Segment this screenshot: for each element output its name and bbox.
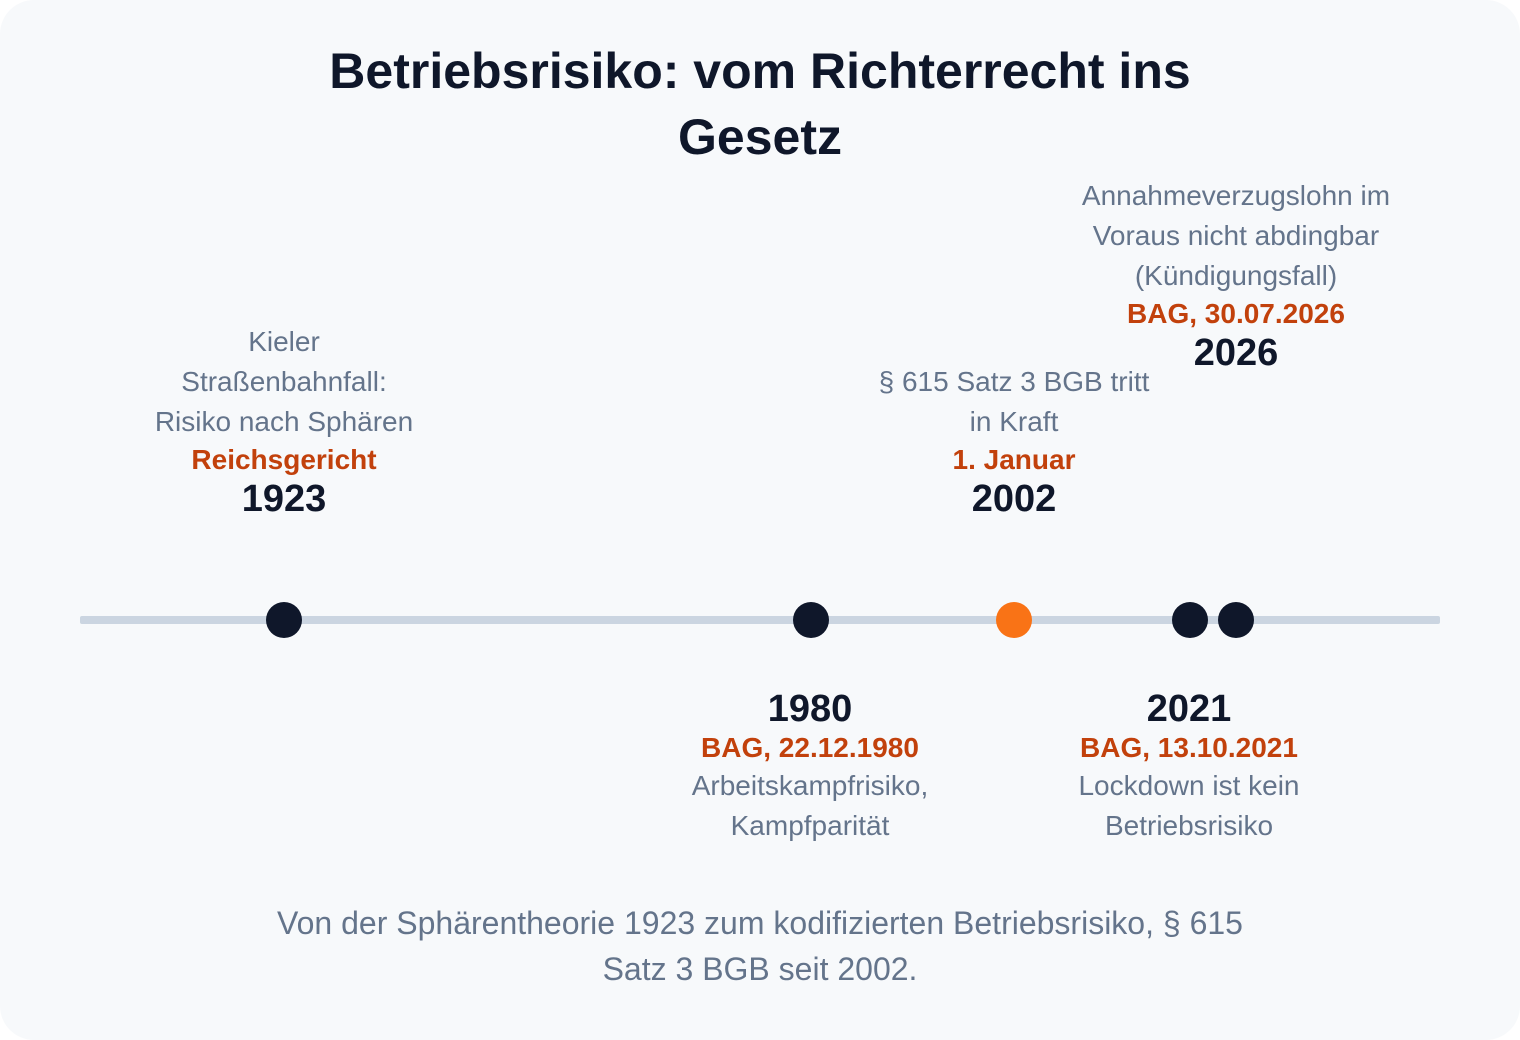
event-source: BAG, 22.12.1980 bbox=[701, 732, 919, 763]
event-year: 1923 bbox=[241, 478, 327, 520]
timeline-axis bbox=[80, 616, 1440, 624]
event-year: 2021 bbox=[1146, 688, 1232, 730]
event-1980: 1980 BAG, 22.12.1980 Arbeitskampfrisiko,… bbox=[660, 688, 960, 846]
event-description: Arbeitskampfrisiko, Kampfparität bbox=[691, 770, 929, 841]
event-source: Reichsgericht bbox=[191, 444, 377, 475]
event-year: 2002 bbox=[971, 478, 1057, 520]
event-description: Annahmeverzugslohn im Voraus nicht abdin… bbox=[1081, 180, 1391, 291]
event-description: § 615 Satz 3 BGB tritt in Kraft bbox=[878, 366, 1150, 437]
event-2002: § 615 Satz 3 BGB tritt in Kraft 1. Janua… bbox=[874, 362, 1154, 520]
event-2021: 2021 BAG, 13.10.2021 Lockdown ist kein B… bbox=[1044, 688, 1334, 846]
event-year: 1980 bbox=[767, 688, 853, 730]
event-1923: Kieler Straßenbahnfall: Risiko nach Sphä… bbox=[144, 322, 424, 520]
timeline-caption: Von der Sphärentheorie 1923 zum kodifizi… bbox=[277, 905, 1243, 987]
event-description: Lockdown ist kein Betriebsrisiko bbox=[1078, 770, 1300, 841]
timeline-marker-1980 bbox=[792, 602, 829, 638]
event-source: BAG, 30.07.2026 bbox=[1127, 298, 1345, 329]
timeline-title: Betriebsrisiko: vom Richterrecht ins Ges… bbox=[329, 43, 1191, 165]
event-2026: Annahmeverzugslohn im Voraus nicht abdin… bbox=[1066, 176, 1406, 374]
timeline-marker-2002 bbox=[996, 602, 1033, 638]
timeline-marker-2021 bbox=[1171, 602, 1208, 638]
timeline-marker-1923 bbox=[266, 602, 302, 638]
event-source: 1. Januar bbox=[952, 444, 1076, 475]
event-year: 2026 bbox=[1193, 332, 1279, 374]
event-description: Kieler Straßenbahnfall: Risiko nach Sphä… bbox=[154, 326, 414, 437]
timeline-marker-2026 bbox=[1218, 602, 1254, 638]
event-source: BAG, 13.10.2021 bbox=[1080, 732, 1298, 763]
